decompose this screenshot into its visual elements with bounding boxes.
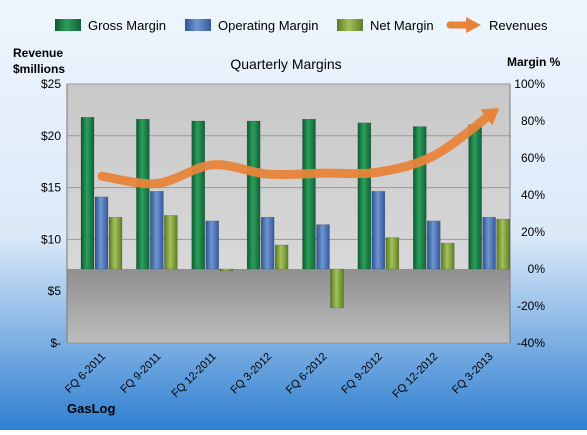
chart-title: Quarterly Margins bbox=[230, 56, 341, 72]
bar-operating-margin-4 bbox=[316, 224, 330, 270]
left-axis-title-line2: $millions bbox=[13, 62, 65, 76]
right-axis-title: Margin % bbox=[507, 55, 561, 69]
plot-area-lower bbox=[67, 269, 510, 343]
legend-arrowhead-revenues bbox=[466, 17, 481, 33]
left-tick-label-0: $- bbox=[50, 336, 61, 350]
revenue-line bbox=[97, 108, 500, 189]
plot-area bbox=[66, 83, 511, 344]
legend-swatch-gross-margin bbox=[55, 19, 81, 31]
bar-operating-margin-5 bbox=[371, 191, 386, 270]
bar-net-margin-6 bbox=[441, 242, 455, 270]
legend-label-revenues: Revenues bbox=[489, 18, 548, 33]
bar-operating-margin-3 bbox=[260, 216, 275, 270]
bar-gross-margin-2 bbox=[191, 120, 205, 270]
bar-gross-margin-4 bbox=[302, 118, 316, 270]
bar-net-margin-5 bbox=[385, 237, 400, 270]
bar-operating-margin-7 bbox=[482, 216, 496, 270]
bar-gross-margin-5 bbox=[357, 122, 372, 270]
right-tick-label-3: 20% bbox=[521, 225, 545, 239]
bar-gross-margin-7 bbox=[468, 124, 482, 270]
legend-label-operating-margin: Operating Margin bbox=[218, 18, 318, 33]
left-tick-label-2: $10 bbox=[41, 232, 61, 246]
bars bbox=[80, 117, 510, 309]
legend: Gross Margin Operating Margin Net Margin… bbox=[55, 17, 548, 33]
bar-gross-margin-1 bbox=[136, 118, 150, 270]
bar-net-margin-7 bbox=[496, 218, 510, 270]
left-axis-title-line1: Revenue bbox=[13, 46, 63, 60]
left-axis: $- $5 $10 $15 $20 $25 bbox=[41, 77, 61, 350]
right-tick-label-7: 100% bbox=[514, 77, 545, 91]
right-tick-label-5: 60% bbox=[521, 151, 545, 165]
bar-net-margin-2 bbox=[219, 268, 233, 272]
legend-label-net-margin: Net Margin bbox=[370, 18, 434, 33]
bar-operating-margin-6 bbox=[427, 220, 441, 270]
bar-net-margin-1 bbox=[164, 215, 178, 270]
right-axis: -40% -20% 0% 20% 40% 60% 80% 100% bbox=[514, 77, 545, 350]
revenues-arrowhead bbox=[480, 108, 500, 126]
left-tick-label-3: $15 bbox=[41, 181, 61, 195]
bar-net-margin-4 bbox=[330, 268, 344, 309]
bar-gross-margin-3 bbox=[246, 120, 261, 270]
legend-swatch-net-margin bbox=[337, 19, 363, 31]
bar-net-margin-0 bbox=[108, 216, 123, 270]
right-tick-label-4: 40% bbox=[521, 188, 545, 202]
bar-operating-margin-1 bbox=[150, 191, 164, 270]
right-tick-label-2: 0% bbox=[528, 262, 546, 276]
bar-operating-margin-0 bbox=[94, 196, 109, 270]
right-tick-label-6: 80% bbox=[521, 114, 545, 128]
bar-gross-margin-0 bbox=[80, 117, 95, 270]
bar-net-margin-3 bbox=[274, 244, 289, 270]
bar-operating-margin-2 bbox=[205, 220, 219, 270]
left-tick-label-4: $20 bbox=[41, 129, 61, 143]
legend-label-gross-margin: Gross Margin bbox=[88, 18, 166, 33]
right-tick-label-0: -40% bbox=[517, 336, 545, 350]
right-tick-label-1: -20% bbox=[517, 299, 545, 313]
revenues-line bbox=[97, 110, 495, 189]
left-tick-label-1: $5 bbox=[48, 284, 62, 298]
bar-gross-margin-6 bbox=[413, 126, 427, 270]
left-tick-label-5: $25 bbox=[41, 77, 61, 91]
footer-label: GasLog bbox=[67, 401, 115, 416]
legend-swatch-operating-margin bbox=[185, 19, 211, 31]
